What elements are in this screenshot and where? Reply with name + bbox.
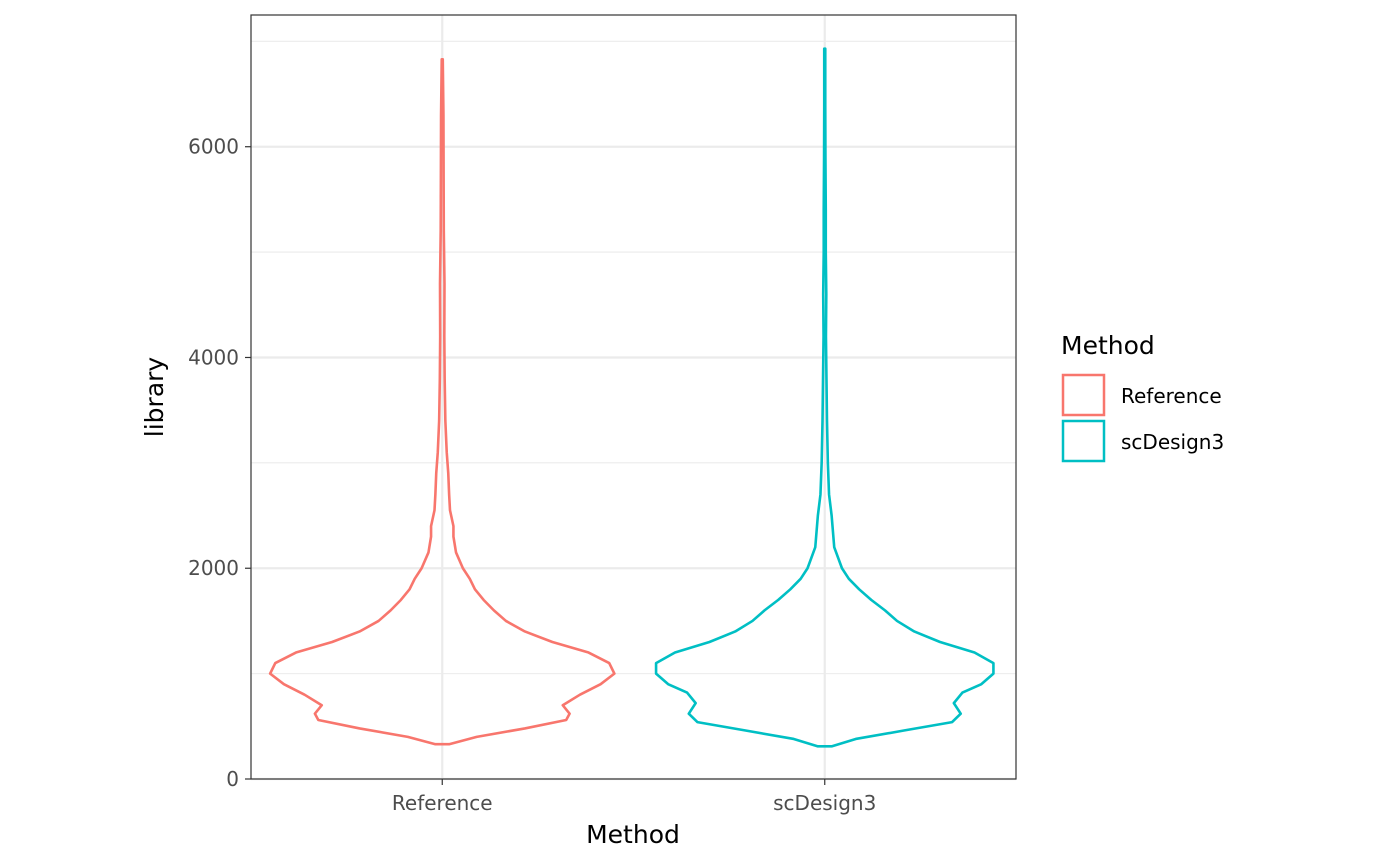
x-axis-ticks: Reference scDesign3	[392, 779, 876, 815]
legend-title: Method	[1061, 331, 1155, 360]
violin-scdesign3	[654, 47, 995, 748]
violin-reference	[268, 57, 616, 746]
y-tick-label: 2000	[188, 556, 239, 580]
y-axis-title: library	[140, 357, 169, 438]
x-axis-title: Method	[586, 820, 680, 849]
y-axis-ticks: 0 2000 4000 6000	[188, 135, 251, 791]
minor-gridlines	[251, 40, 1016, 675]
plot-panel-border	[250, 14, 1017, 780]
violins	[268, 47, 995, 748]
x-tick-label: Reference	[392, 791, 493, 815]
legend-key-scdesign3	[1061, 419, 1106, 463]
legend-key-reference	[1061, 373, 1106, 417]
legend: Method Reference scDesign3	[1061, 331, 1224, 463]
y-tick-label: 6000	[188, 135, 239, 159]
y-tick-label: 0	[226, 767, 239, 791]
legend-label-scdesign3: scDesign3	[1121, 430, 1224, 454]
legend-label-reference: Reference	[1121, 384, 1222, 408]
y-tick-label: 4000	[188, 345, 239, 369]
x-tick-label: scDesign3	[773, 791, 876, 815]
